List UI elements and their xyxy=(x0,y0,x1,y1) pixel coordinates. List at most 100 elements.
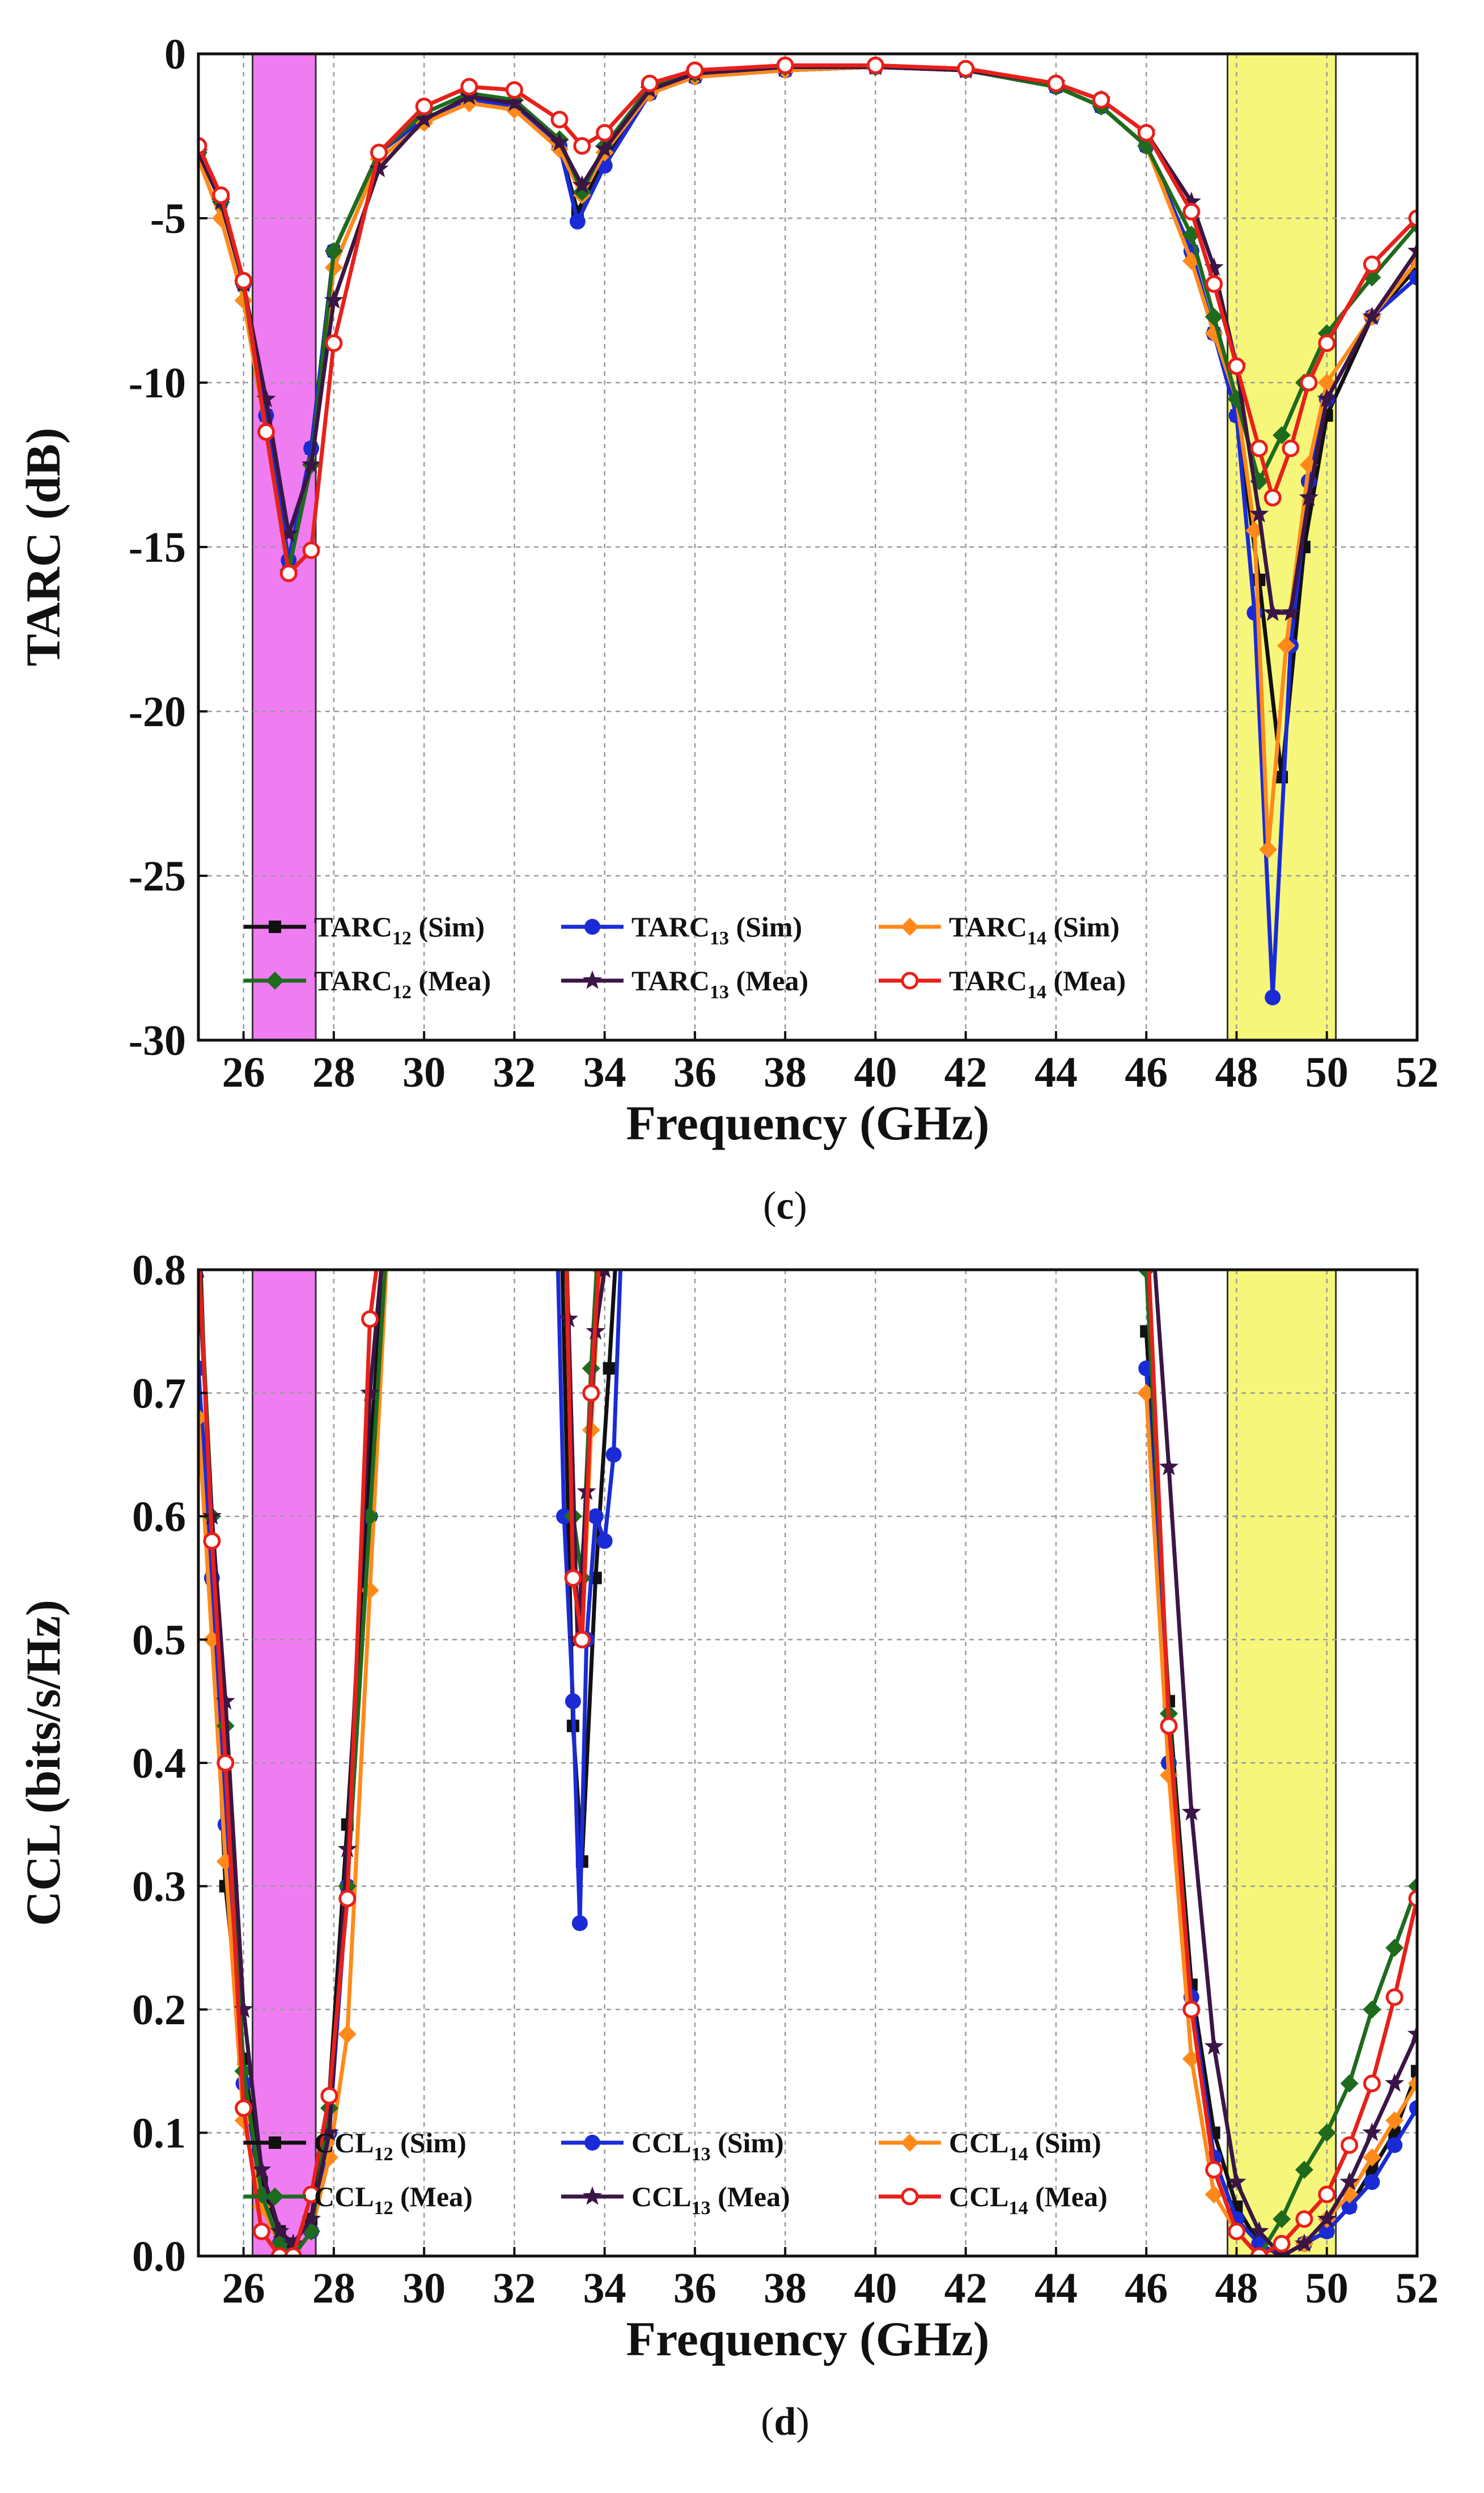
x-tick-label: 30 xyxy=(402,1049,446,1096)
ccl-chart: 26 28 30 32 34 36 38 40 42 44 46 48 50 52 0.0 0.1 0.2 0.3… xyxy=(16,1246,1439,2444)
data-point xyxy=(1249,504,1269,523)
legend-marker xyxy=(901,2134,919,2152)
data-point xyxy=(565,1693,581,1710)
data-point xyxy=(279,523,299,542)
data-point xyxy=(1294,2233,1314,2252)
data-point xyxy=(1265,989,1281,1006)
legend-label: CCL13 (Mea) xyxy=(631,2181,790,2219)
data-point xyxy=(1411,2064,1417,2078)
data-point xyxy=(302,455,321,473)
figure-caption: (c) xyxy=(763,1184,807,1228)
data-point xyxy=(573,1631,591,1648)
x-tick-label: 42 xyxy=(944,2265,987,2312)
y-axis-title: TARC (dB) xyxy=(16,427,70,666)
data-point xyxy=(596,1533,613,1549)
legend-label: TARC13 (Sim) xyxy=(631,911,802,949)
data-point xyxy=(459,86,479,105)
data-point xyxy=(641,74,659,92)
data-point xyxy=(1281,603,1301,621)
x-tick-label: 28 xyxy=(312,2265,355,2312)
data-point xyxy=(1205,308,1223,326)
x-tick-label: 48 xyxy=(1215,1049,1258,1096)
data-point xyxy=(1387,2137,1403,2153)
series-group xyxy=(198,1270,1417,2256)
data-point xyxy=(415,97,433,116)
legend-label: CCL12 (Sim) xyxy=(314,2127,467,2165)
data-point xyxy=(1227,2172,1246,2191)
data-point xyxy=(1263,603,1283,621)
data-point xyxy=(549,132,570,151)
data-point xyxy=(1366,2163,1379,2176)
y-tick-label: -20 xyxy=(129,688,186,736)
data-point xyxy=(596,124,614,142)
data-point xyxy=(1408,209,1417,227)
y-tick-label: 0 xyxy=(164,31,186,78)
data-point xyxy=(1364,2174,1380,2190)
data-point xyxy=(1160,1717,1178,1735)
legend-label: TARC12 (Sim) xyxy=(314,911,485,949)
data-point xyxy=(1363,2075,1381,2092)
data-point xyxy=(1263,489,1282,507)
data-point xyxy=(283,2233,303,2252)
data-point xyxy=(957,60,975,78)
x-tick-label: 52 xyxy=(1396,1049,1439,1096)
data-point xyxy=(1205,2161,1223,2179)
data-point xyxy=(370,143,388,162)
data-point xyxy=(361,1310,379,1328)
data-point xyxy=(414,109,434,128)
data-point xyxy=(1341,2199,1358,2215)
y-tick-label: 0.0 xyxy=(132,2233,186,2280)
legend-marker xyxy=(582,2186,603,2205)
legend-label: CCL12 (Mea) xyxy=(314,2181,473,2219)
data-point xyxy=(302,541,320,559)
data-point xyxy=(252,2223,270,2240)
data-point xyxy=(1300,374,1318,392)
x-tick-label: 26 xyxy=(222,2265,265,2312)
data-point xyxy=(595,139,614,158)
data-point xyxy=(1282,439,1300,457)
data-point xyxy=(1363,255,1381,273)
data-point xyxy=(587,1508,604,1524)
data-point xyxy=(252,2159,272,2178)
x-tick-label: 38 xyxy=(764,2265,807,2312)
data-point xyxy=(573,137,591,155)
x-tick-label: 44 xyxy=(1034,2265,1078,2312)
x-tick-label: 32 xyxy=(493,2265,536,2312)
data-point xyxy=(605,1447,622,1463)
x-tick-label: 26 xyxy=(222,1049,265,1096)
data-point xyxy=(573,183,591,201)
data-point xyxy=(338,2025,357,2043)
data-point xyxy=(270,2221,290,2240)
data-point xyxy=(1273,2235,1291,2253)
y-tick-label: 0.8 xyxy=(132,1246,186,1294)
legend-marker xyxy=(266,972,284,990)
data-point xyxy=(212,186,230,204)
data-point xyxy=(215,1691,235,1710)
legend-marker xyxy=(582,970,603,989)
x-tick-label: 30 xyxy=(402,2265,446,2312)
data-point xyxy=(1362,2122,1382,2142)
data-point xyxy=(1250,2247,1268,2256)
data-point xyxy=(504,93,524,112)
data-point xyxy=(571,1915,588,1931)
data-point xyxy=(1341,2136,1359,2154)
data-point xyxy=(1409,269,1417,286)
data-point xyxy=(1249,2221,1269,2240)
data-point xyxy=(1204,2036,1224,2055)
data-point xyxy=(569,213,586,230)
y-tick-label: 0.1 xyxy=(132,2110,186,2157)
data-point xyxy=(1318,334,1336,352)
x-axis-title: Frequency (GHz) xyxy=(626,1096,990,1150)
legend-marker xyxy=(584,2135,600,2151)
y-tick-label: 0.7 xyxy=(132,1370,186,1418)
x-tick-label: 52 xyxy=(1396,2265,1439,2312)
y-tick-label: 0.4 xyxy=(132,1740,186,1787)
y-axis-title: CCL (bits/s/Hz) xyxy=(16,1600,70,1926)
data-point xyxy=(1182,202,1201,221)
data-point xyxy=(603,1362,616,1375)
x-tick-label: 40 xyxy=(854,1049,897,1096)
data-point xyxy=(1409,2100,1417,2116)
data-point xyxy=(460,78,478,96)
data-point xyxy=(257,423,275,441)
legend-marker xyxy=(266,2187,284,2206)
